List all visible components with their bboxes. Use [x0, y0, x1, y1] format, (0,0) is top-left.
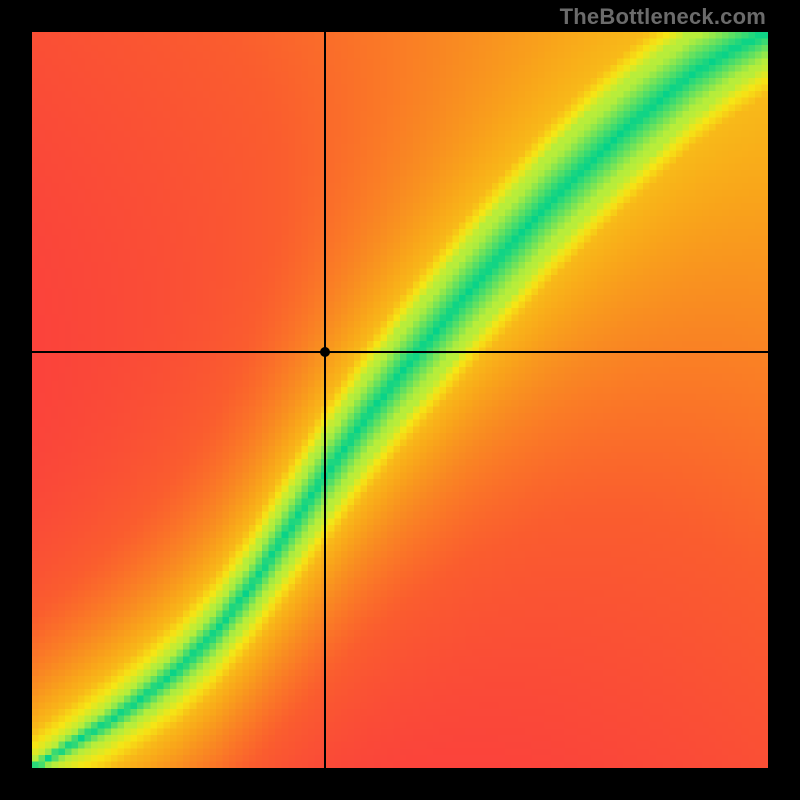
crosshair-marker: [320, 347, 330, 357]
bottleneck-heatmap: [32, 32, 768, 768]
heatmap-canvas: [32, 32, 768, 768]
watermark-text: TheBottleneck.com: [560, 4, 766, 30]
crosshair-horizontal: [32, 351, 768, 353]
crosshair-vertical: [324, 32, 326, 768]
